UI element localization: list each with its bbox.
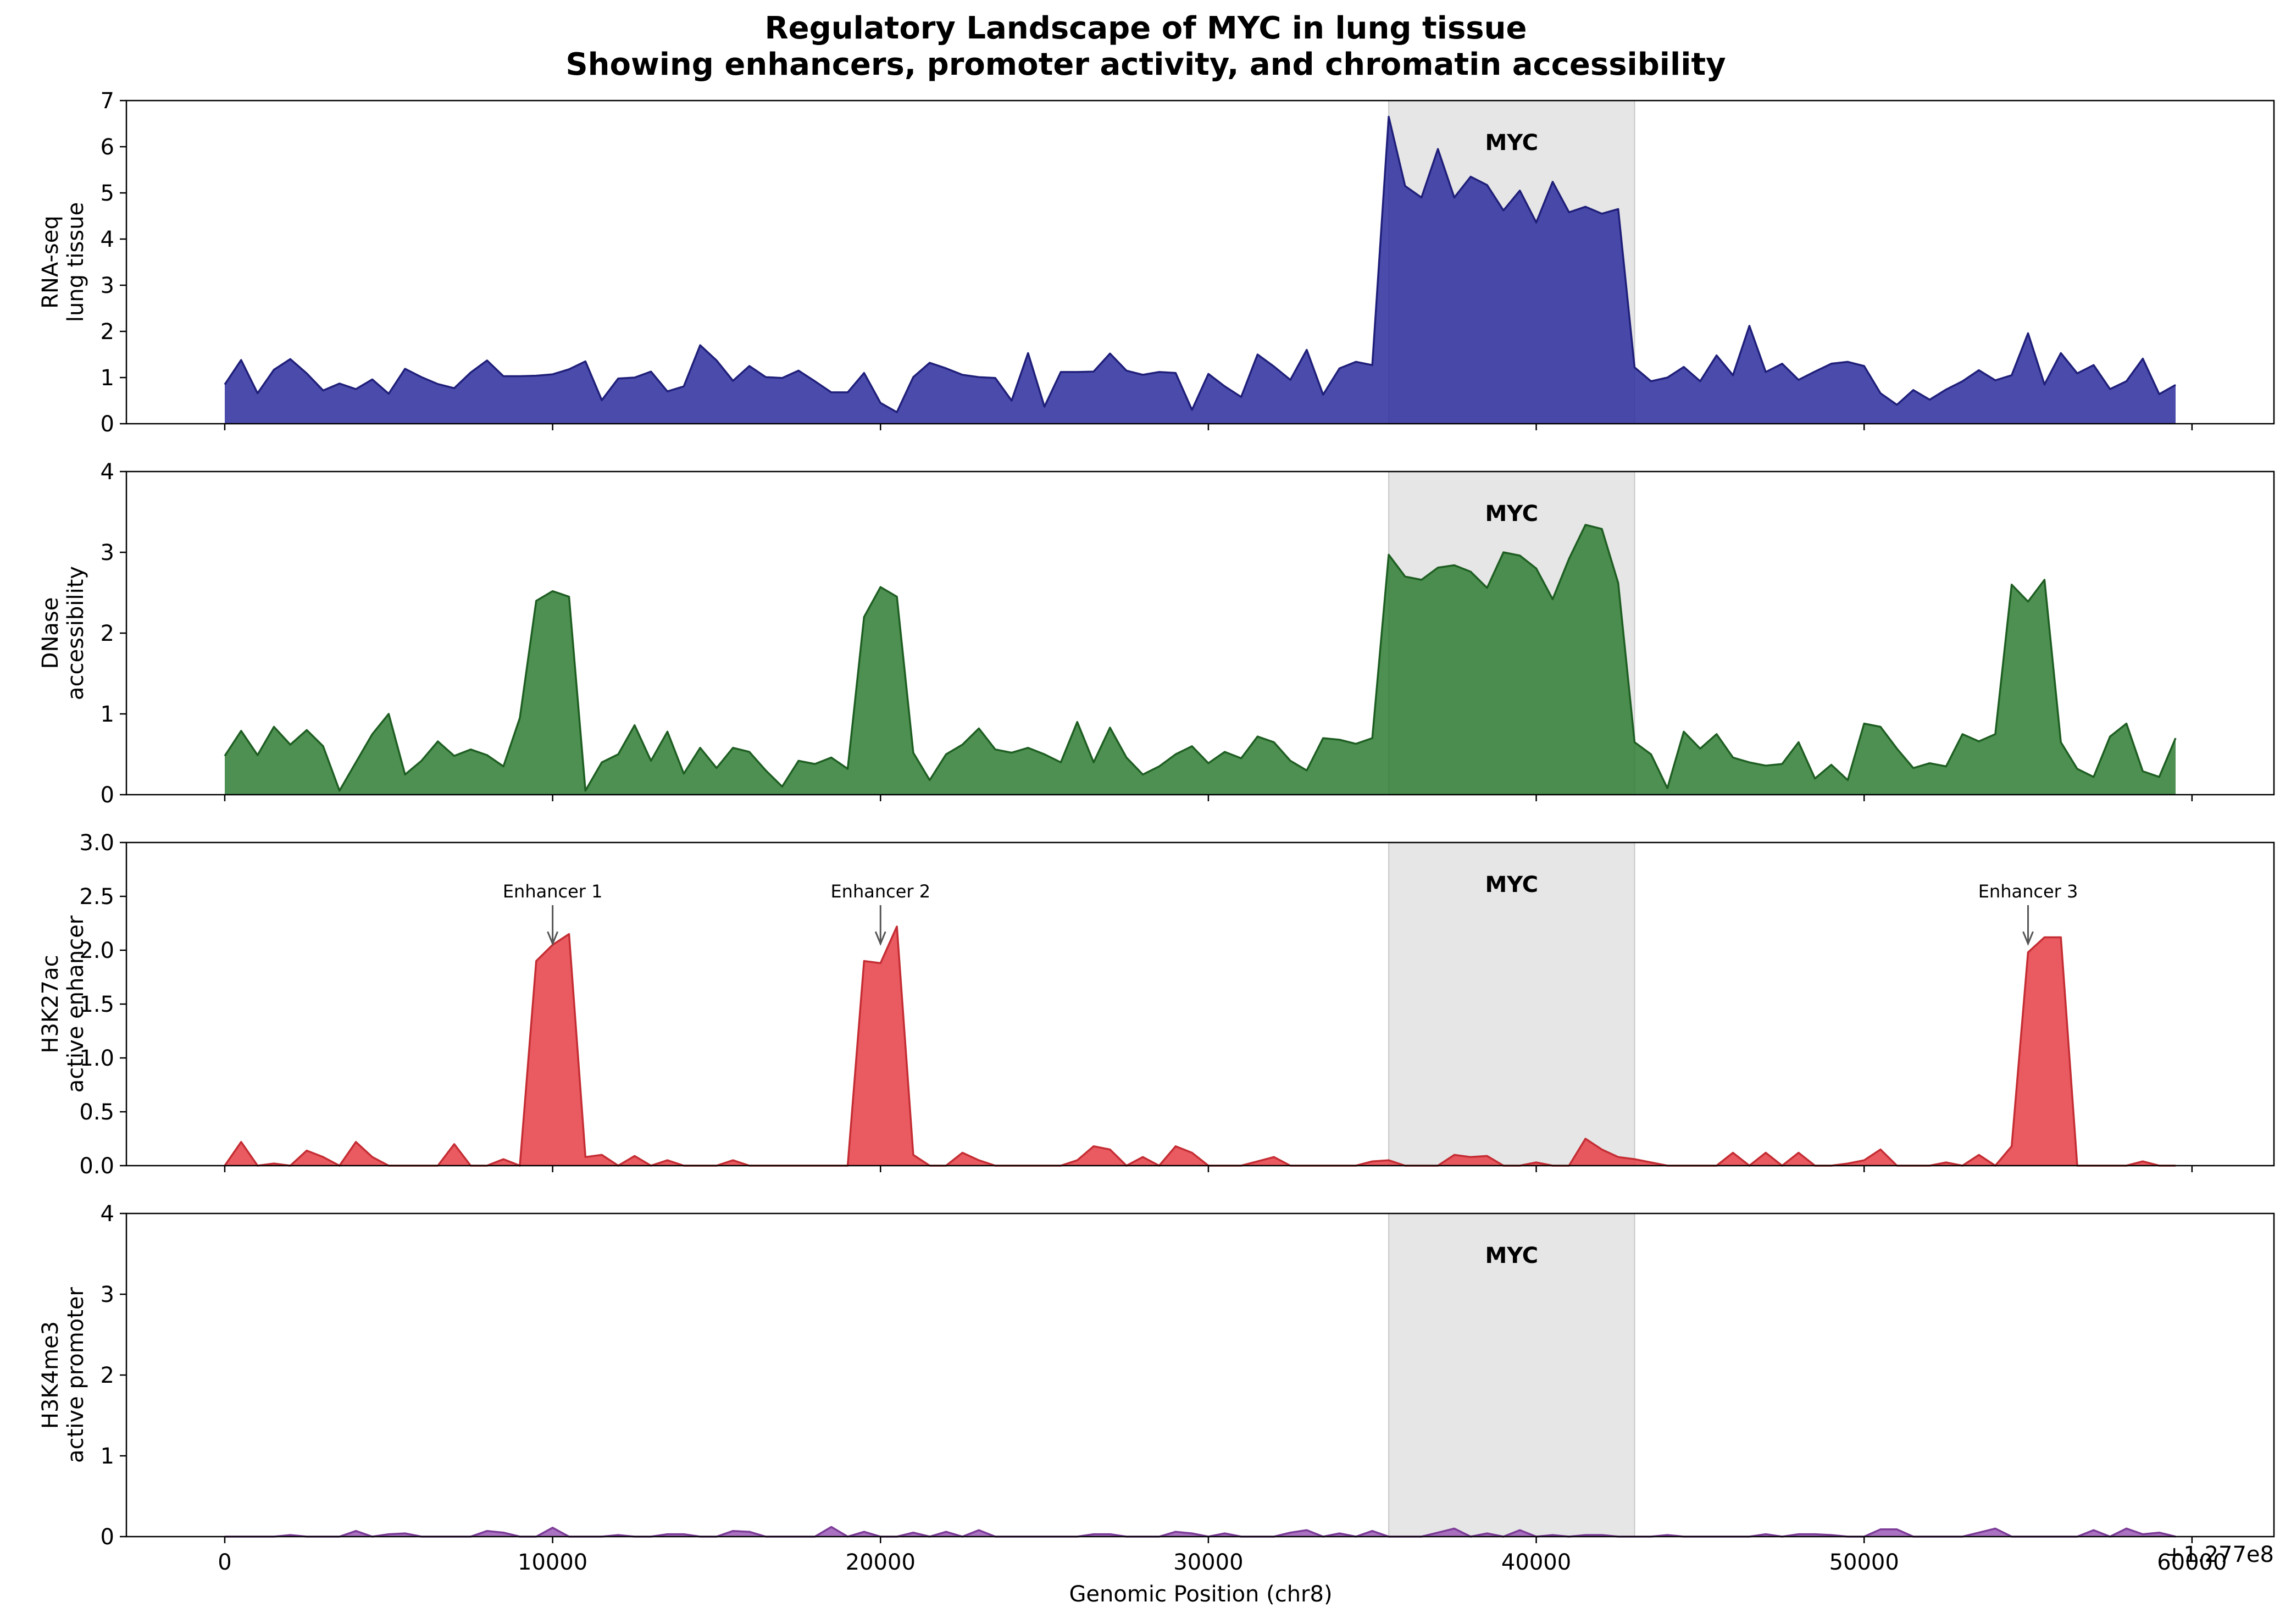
y-axis-label: H3K27acactive enhancer (38, 915, 88, 1093)
y-axis-label-line1: H3K27ac (38, 955, 63, 1053)
y-tick-label: 4 (101, 1201, 114, 1227)
gene-region-shade (1388, 842, 1635, 1166)
y-tick-label: 7 (101, 88, 114, 114)
gene-label: MYC (1485, 501, 1538, 526)
y-axis-label-line2: lung tissue (63, 202, 88, 322)
panel-frame (125, 99, 2275, 425)
figure-title-line1: Regulatory Landscape of MYC in lung tiss… (765, 10, 1527, 46)
x-tick-label: 60000 (2157, 1550, 2227, 1575)
signal-line (224, 925, 2176, 1167)
y-tick-label: 4 (101, 227, 114, 252)
x-tick-label: 20000 (846, 1550, 916, 1575)
y-axis-label-line2: active promoter (63, 1287, 88, 1462)
y-axis-label-line1: H3K4me3 (38, 1321, 63, 1429)
track-panel-1: MYC 0 1 2 3 4 5 6 7 RNA-seqlung tissue (38, 88, 2275, 437)
tracks-layer: MYC 0 1 2 3 4 5 6 7 RNA-seqlung tissue MYC 0 1 2 3 4 DNa… (38, 88, 2275, 1575)
x-tick-label: 10000 (518, 1550, 587, 1575)
figure-title-line2: Showing enhancers, promoter activity, an… (565, 47, 1726, 82)
x-tick-label: 40000 (1501, 1550, 1571, 1575)
y-tick-label: 4 (101, 459, 114, 485)
y-tick-label: 0.0 (79, 1154, 114, 1179)
track-panel-2: MYC 0 1 2 3 4 DNaseaccessibility (38, 459, 2275, 808)
y-axis-label: DNaseaccessibility (38, 566, 88, 700)
y-tick-label: 0 (101, 783, 114, 808)
annotation-label: Enhancer 2 (830, 881, 930, 902)
y-tick-label: 1 (101, 1444, 114, 1469)
y-tick-label: 6 (101, 135, 114, 160)
y-axis-label-line2: accessibility (63, 566, 88, 700)
y-tick-label: 1 (101, 702, 114, 727)
x-tick-label: 0 (218, 1550, 231, 1575)
track-panel-3: MYC 0.0 0.5 1.0 1.5 2.0 2.5 3.0 H3K27acactive en… (38, 830, 2275, 1179)
y-tick-label: 0.5 (79, 1100, 114, 1125)
y-axis-label-line1: RNA-seq (38, 215, 63, 308)
y-axis-label-line1: DNase (38, 597, 63, 669)
y-axis-label-line2: active enhancer (63, 915, 88, 1093)
signal-line (224, 524, 2177, 792)
y-tick-label: 1.5 (79, 992, 114, 1017)
x-axis-offset-label: +1.277e8 (2165, 1542, 2274, 1567)
y-axis-label: RNA-seqlung tissue (38, 202, 88, 322)
y-tick-label: 2 (101, 319, 114, 345)
y-tick-label: 3 (101, 540, 114, 566)
y-tick-label: 1 (101, 365, 114, 391)
gene-label: MYC (1485, 872, 1538, 897)
signal-line (224, 115, 2176, 413)
y-axis-label: H3K4me3active promoter (38, 1287, 88, 1462)
y-tick-label: 0 (101, 1525, 114, 1550)
y-tick-label: 3 (101, 1282, 114, 1307)
gene-region-shade (1388, 1213, 1635, 1537)
y-tick-label: 2.5 (79, 884, 114, 910)
y-tick-label: 3.0 (79, 830, 114, 856)
y-tick-label: 1.0 (79, 1046, 114, 1071)
y-tick-label: 0 (101, 412, 114, 437)
x-axis-label: Genomic Position (chr8) (1069, 1582, 1332, 1607)
y-tick-label: 2.0 (79, 938, 114, 963)
track-panel-4: MYC 0 1 2 3 4 0 10000 20000 30000 40000 50000 60000 H… (38, 1201, 2275, 1575)
y-tick-label: 3 (101, 273, 114, 298)
gene-label: MYC (1485, 130, 1538, 156)
signal-area (225, 117, 2176, 424)
x-tick-label: 30000 (1173, 1550, 1243, 1575)
annotation-arrow-head (2022, 931, 2034, 946)
annotation-arrow-head (874, 931, 886, 946)
x-tick-label: 50000 (1829, 1550, 1899, 1575)
y-tick-label: 5 (101, 181, 114, 206)
y-tick-label: 2 (101, 621, 114, 646)
annotation-arrow-head (547, 931, 559, 946)
y-tick-label: 2 (101, 1363, 114, 1388)
gene-label: MYC (1485, 1243, 1538, 1268)
signal-area (225, 525, 2176, 795)
signal-area (225, 1527, 2176, 1537)
annotation-label: Enhancer 3 (1978, 881, 2078, 902)
annotation-label: Enhancer 1 (503, 881, 603, 902)
